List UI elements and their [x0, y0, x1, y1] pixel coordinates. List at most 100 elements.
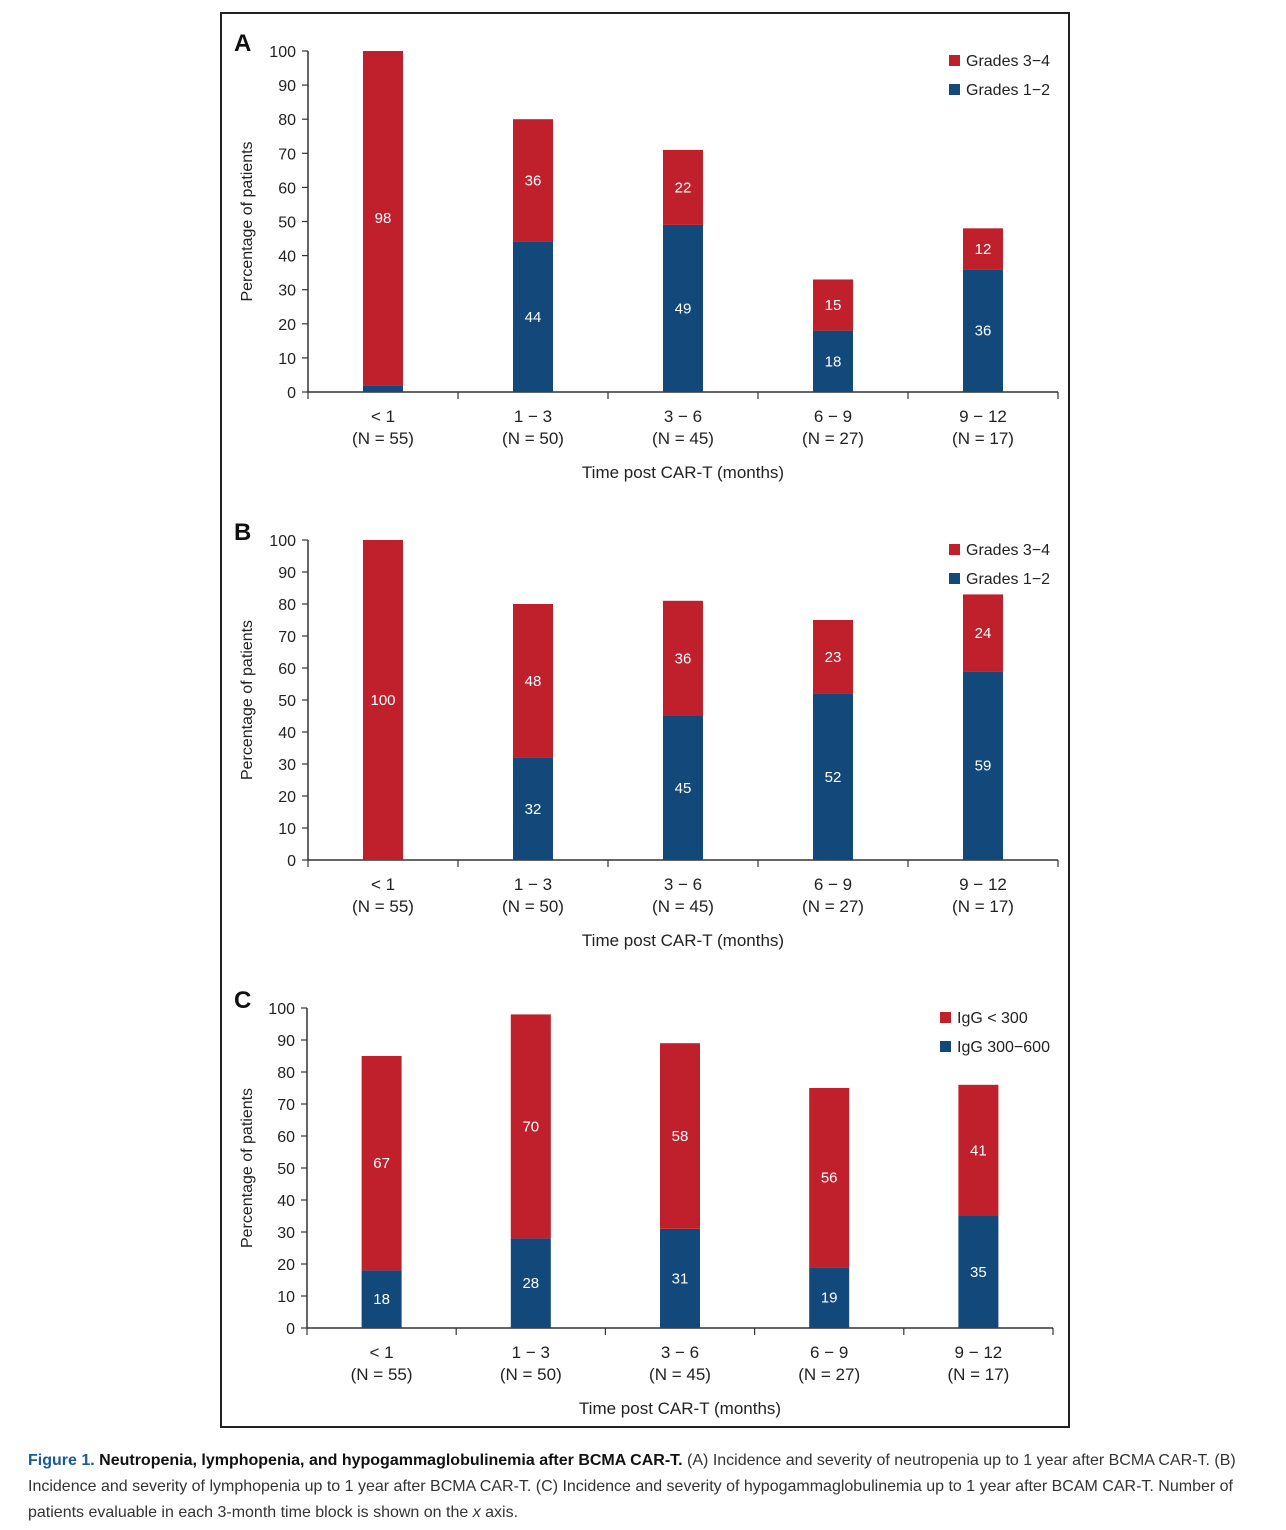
panel-c-bar-lower: [361, 1270, 402, 1328]
panel-b-bar-lower: [963, 671, 1003, 860]
panel-b-bar-upper: [663, 600, 703, 716]
panel-b-bar-upper: [363, 540, 403, 860]
panel-c-letter: C: [234, 987, 251, 1014]
panel-c-x-n-label: (N = 27): [798, 1365, 860, 1384]
panel-a-x-tick-label: 9 − 12: [959, 407, 1007, 426]
panel-a-bar-value-label: 36: [975, 323, 992, 340]
panel-b-y-tick-label: 50: [278, 693, 296, 710]
panel-b-x-axis-title: Time post CAR-T (months): [582, 931, 784, 950]
panel-c-bar-value-label: 70: [522, 1118, 539, 1135]
figure-frame: A 0 10 20 30 40 50 60 70 80 90 100 Percentage of pat…: [220, 12, 1070, 1428]
panel-c-x-n-label: (N = 45): [649, 1365, 711, 1384]
panel-b-bar-value-label: 45: [675, 780, 692, 797]
panel-c-y-tick-label: 50: [277, 1161, 295, 1178]
panel-c-legend-label: IgG < 300: [957, 1010, 1028, 1027]
panel-b-x-n-label: (N = 45): [652, 897, 714, 916]
panel-c-y-tick-label: 0: [286, 1321, 295, 1338]
panel-c-bar-value-label: 41: [970, 1142, 987, 1159]
panel-a-bar-value-label: 22: [675, 179, 692, 196]
panel-a-bar-lower: [813, 330, 853, 392]
panel-a-y-tick-label: 50: [278, 215, 296, 232]
panel-c-bar-lower: [958, 1216, 999, 1328]
panel-a-legend-swatch: [949, 84, 960, 95]
panel-b-letter: B: [234, 519, 251, 546]
panel-b-bar-upper: [513, 604, 553, 758]
panel-a-bar-upper: [663, 149, 703, 225]
panel-a-x-tick-label: 3 − 6: [664, 407, 702, 426]
panel-b-bar-upper: [813, 620, 853, 694]
panel-b-bar-lower: [513, 757, 553, 860]
panel-b-y-tick-label: 0: [287, 853, 296, 870]
panel-c-bar-upper: [809, 1088, 850, 1268]
panel-c-bar-value-label: 18: [373, 1291, 390, 1308]
panel-b-bar-value-label: 24: [975, 625, 992, 642]
panel-b-bar-lower: [813, 693, 853, 860]
panel-b-bar-value-label: 100: [370, 692, 395, 709]
panel-b-bar-value-label: 36: [675, 650, 692, 667]
panel-c-bar-upper: [361, 1056, 402, 1271]
panel-a-x-n-label: (N = 45): [652, 429, 714, 448]
panel-c-bar-value-label: 58: [672, 1128, 689, 1145]
panel-a-legend-label: Grades 3−4: [966, 53, 1050, 70]
panel-b-y-axis-title: Percentage of patients: [239, 620, 256, 780]
panel-c-bar-value-label: 31: [672, 1270, 689, 1287]
panel-c-y-tick-label: 60: [277, 1129, 295, 1146]
figure-caption: Figure 1. Neutropenia, lymphopenia, and …: [28, 1448, 1268, 1526]
panel-c-y-tick-label: 30: [277, 1225, 295, 1242]
panel-a-x-tick-label: 6 − 9: [814, 407, 852, 426]
panel-c-y-tick-label: 100: [268, 1001, 295, 1018]
panel-b-legend-label: Grades 1−2: [966, 571, 1050, 588]
panel-b-legend-swatch: [949, 573, 960, 584]
panel-a-y-tick-label: 20: [278, 317, 296, 334]
panel-a-x-tick-label: < 1: [371, 407, 395, 426]
panel-a-x-n-label: (N = 50): [502, 429, 564, 448]
caption-italic: x: [472, 1504, 481, 1521]
panel-c-x-tick-label: 9 − 12: [955, 1343, 1003, 1362]
panel-b-y-tick-label: 10: [278, 821, 296, 838]
figure-label: Figure 1.: [28, 1452, 95, 1469]
panel-b-y-tick-label: 90: [278, 565, 296, 582]
panel-b-bar-upper: [963, 594, 1003, 672]
panel-c-y-tick-label: 20: [277, 1257, 295, 1274]
panel-c-bar-upper: [510, 1014, 551, 1239]
panel-c-legend-swatch: [940, 1041, 951, 1052]
panel-c-x-n-label: (N = 17): [947, 1365, 1009, 1384]
panel-c-y-tick-label: 10: [277, 1289, 295, 1306]
panel-a-y-tick-label: 90: [278, 78, 296, 95]
panel-c-bar-value-label: 67: [373, 1155, 390, 1172]
panel-b-legend-swatch: [949, 544, 960, 555]
panel-a-bar-value-label: 12: [975, 241, 992, 258]
panel-a-y-tick-label: 60: [278, 180, 296, 197]
panel-a-bar-value-label: 36: [525, 173, 542, 190]
panel-c-x-tick-label: 3 − 6: [661, 1343, 699, 1362]
panel-a-y-tick-label: 80: [278, 112, 296, 129]
panel-b-bar-value-label: 52: [825, 769, 842, 786]
panel-c-x-n-label: (N = 55): [351, 1365, 413, 1384]
panel-c-bar-value-label: 35: [970, 1264, 987, 1281]
panel-a-y-tick-label: 40: [278, 249, 296, 266]
panel-b-x-tick-label: 3 − 6: [664, 875, 702, 894]
panel-a-legend-label: Grades 1−2: [966, 82, 1050, 99]
panel-b-y-tick-label: 80: [278, 597, 296, 614]
panel-c-x-tick-label: 6 − 9: [810, 1343, 848, 1362]
panel-a-bar-upper: [813, 279, 853, 331]
panel-b-x-tick-label: 9 − 12: [959, 875, 1007, 894]
panel-a-bar-value-label: 44: [525, 309, 542, 326]
panel-c-y-tick-label: 40: [277, 1193, 295, 1210]
panel-c-legend-swatch: [940, 1012, 951, 1023]
panel-b-y-tick-label: 20: [278, 789, 296, 806]
panel-b-x-tick-label: < 1: [371, 875, 395, 894]
panel-a-y-axis-title: Percentage of patients: [239, 141, 256, 301]
panel-a-y-tick-label: 10: [278, 351, 296, 368]
panel-b-bar-value-label: 23: [825, 649, 842, 666]
panel-a-x-n-label: (N = 55): [352, 429, 414, 448]
panel-a-bar-upper: [963, 228, 1003, 270]
panel-c-bar-value-label: 56: [821, 1170, 838, 1187]
panel-a-bar-lower: [363, 385, 403, 392]
panel-b-x-tick-label: 1 − 3: [514, 875, 552, 894]
panel-c-bar-value-label: 28: [522, 1275, 539, 1292]
panel-b-x-n-label: (N = 27): [802, 897, 864, 916]
figure-title: Neutropenia, lymphopenia, and hypogammag…: [99, 1452, 683, 1469]
panel-a-y-tick-label: 30: [278, 283, 296, 300]
